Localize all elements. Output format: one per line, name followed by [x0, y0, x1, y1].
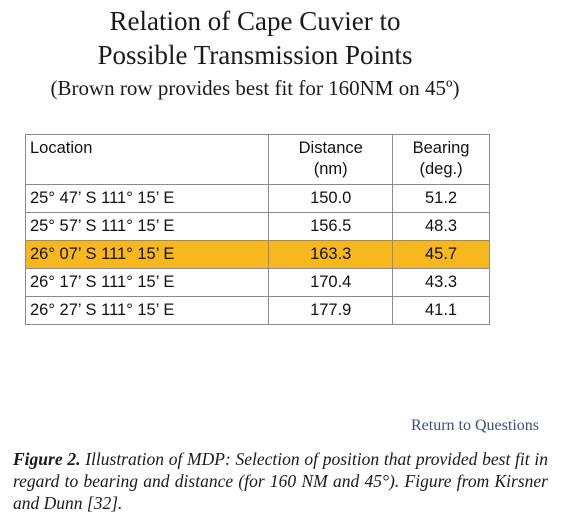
table-header-row: Location Distance (nm) Bearing (deg.) — [24, 134, 490, 185]
location-cell: 25° 57’ S 111° 15’ E — [24, 212, 270, 241]
table-row: 26° 27’ S 111° 15’ E 177.9 41.1 — [24, 296, 490, 325]
figure-caption: Figure 2. Illustration of MDP: Selection… — [13, 448, 548, 514]
column-header-bearing-unit: (deg.) — [419, 160, 463, 178]
location-cell: 26° 17’ S 111° 15’ E — [24, 268, 270, 297]
slide-title-line-1: Relation of Cape Cuvier to — [109, 6, 401, 36]
table-row-highlighted: 26° 07’ S 111° 15’ E 163.3 45.7 — [24, 240, 490, 269]
distance-cell: 177.9 — [268, 296, 394, 325]
column-header-bearing-name: Bearing — [412, 139, 470, 157]
table-row: 26° 17’ S 111° 15’ E 170.4 43.3 — [24, 268, 490, 297]
location-cell: 26° 07’ S 111° 15’ E — [24, 240, 270, 269]
bearing-cell: 48.3 — [392, 212, 490, 241]
column-header-location: Location — [24, 134, 270, 185]
slide-title-line-2: Possible Transmission Points — [97, 40, 413, 70]
column-header-distance-name: Distance — [298, 139, 363, 157]
bearing-cell: 45.7 — [392, 240, 490, 269]
distance-cell: 163.3 — [268, 240, 394, 269]
location-cell: 25° 47’ S 111° 15’ E — [24, 184, 270, 213]
table-row: 25° 47’ S 111° 15’ E 150.0 51.2 — [24, 184, 490, 213]
bearing-cell: 43.3 — [392, 268, 490, 297]
table-row: 25° 57’ S 111° 15’ E 156.5 48.3 — [24, 212, 490, 241]
figure-label: Figure 2. — [13, 449, 81, 469]
figure-caption-text: Illustration of MDP: Selection of positi… — [13, 449, 548, 513]
column-header-distance: Distance (nm) — [268, 134, 394, 185]
distance-cell: 170.4 — [268, 268, 394, 297]
slide-subtitle: (Brown row provides best fit for 160NM o… — [50, 76, 460, 100]
column-header-bearing: Bearing (deg.) — [392, 134, 490, 185]
column-header-distance-unit: (nm) — [313, 160, 348, 178]
bearing-cell: 51.2 — [392, 184, 490, 213]
location-cell: 26° 27’ S 111° 15’ E — [24, 296, 270, 325]
distance-cell: 150.0 — [268, 184, 394, 213]
bearing-cell: 41.1 — [392, 296, 490, 325]
distance-cell: 156.5 — [268, 212, 394, 241]
transmission-points-table: Location Distance (nm) Bearing (deg.) 25… — [24, 134, 490, 325]
return-to-questions-link[interactable]: Return to Questions — [411, 417, 539, 434]
